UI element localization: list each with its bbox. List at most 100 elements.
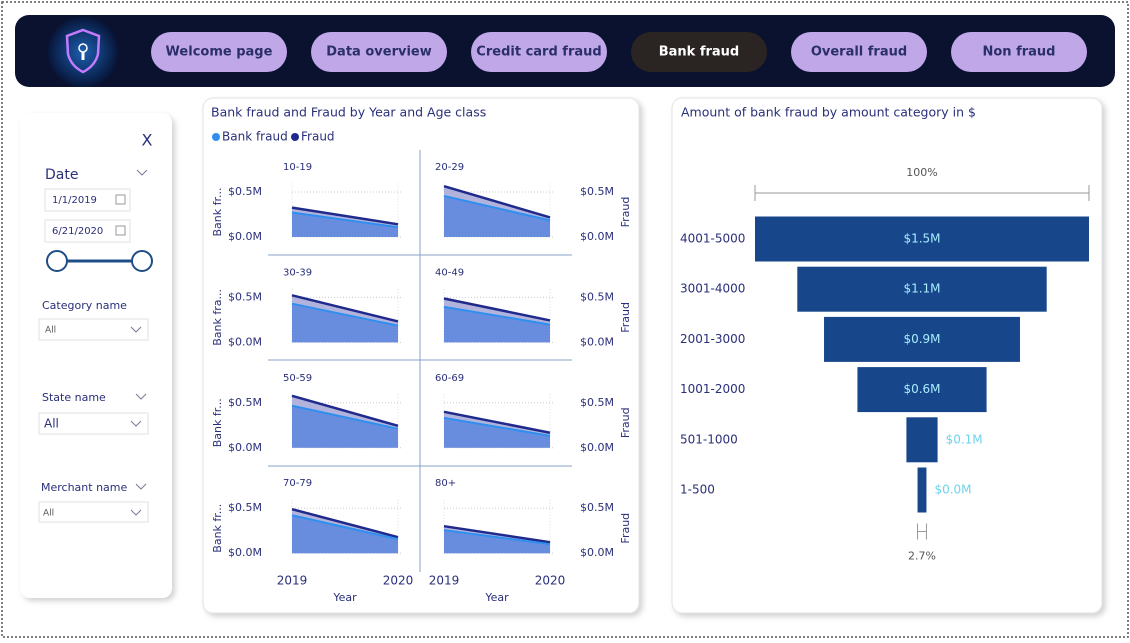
x-axis-title: Year (332, 591, 357, 604)
y-axis-title: Bank fr... (211, 398, 224, 447)
series-line (443, 410, 551, 434)
nav-button-label: Bank fraud (659, 45, 740, 60)
funnel-bottom-label: 2.7% (908, 550, 936, 563)
filter-label: State name (42, 391, 106, 404)
category-label: 4001-5000 (680, 232, 745, 246)
y2-axis-title: Fraud (619, 513, 632, 544)
slider-handle[interactable] (46, 250, 68, 272)
y-tick-label: $0.5M (228, 185, 262, 198)
nav-button[interactable] (471, 32, 607, 72)
panel-title: 20-29 (435, 162, 464, 173)
funnel-bar (824, 316, 1020, 362)
x-tick-label: 2020 (535, 574, 566, 588)
filter-panel (20, 113, 172, 598)
area-fill (444, 195, 550, 237)
dropdown[interactable] (38, 501, 149, 523)
panel-title: 10-19 (283, 162, 312, 173)
value-label: $1.1M (903, 282, 940, 296)
x-tick-label: 2020 (383, 574, 414, 588)
nav-button-label: Data overview (326, 45, 431, 60)
funnel-bar (906, 417, 938, 463)
y-tick-label: $0.5M (228, 501, 262, 514)
area-fill (444, 306, 550, 343)
filter-label: Merchant name (41, 481, 128, 494)
date-end[interactable]: 6/21/2020 (52, 226, 103, 237)
series-line (443, 297, 551, 322)
nav-button[interactable] (951, 32, 1087, 72)
series-line (291, 211, 399, 229)
nav-button[interactable] (631, 32, 767, 72)
funnel-bar (797, 266, 1047, 312)
funnel-bar (917, 467, 927, 513)
legend-marker (212, 133, 220, 141)
value-label: $0.0M (934, 483, 971, 497)
area-fill (292, 303, 398, 343)
legend-marker (291, 133, 299, 141)
area-fill (444, 417, 550, 448)
series-line (291, 294, 399, 323)
series-line (443, 194, 551, 222)
panel-dividers (268, 150, 572, 572)
series-line (443, 305, 551, 326)
y2-tick-label: $0.0M (580, 335, 614, 348)
y-axis-title: Bank fra... (211, 289, 224, 346)
slider-handle[interactable] (131, 250, 153, 272)
area-fill (292, 212, 398, 237)
dropdown[interactable] (38, 318, 149, 341)
chart-title: Amount of bank fraud by amount category … (681, 105, 976, 120)
category-label: 1-500 (680, 483, 715, 497)
value-label: $0.1M (946, 432, 983, 446)
nav-button-label: Welcome page (166, 45, 273, 60)
series-line (443, 524, 551, 544)
filter-value: All (44, 417, 59, 431)
category-label: 2001-3000 (680, 332, 745, 346)
date-start[interactable]: 1/1/2019 (52, 195, 97, 206)
funnel-bracket (754, 185, 1090, 201)
y2-tick-label: $0.0M (580, 230, 614, 243)
y2-tick-label: $0.0M (580, 546, 614, 559)
chart-title: Bank fraud and Fraud by Year and Age cla… (211, 105, 486, 120)
filter-value: All (43, 509, 54, 519)
chart-card (202, 97, 640, 614)
logo (48, 17, 118, 87)
area-fill (292, 405, 398, 448)
legend-label: Fraud (301, 130, 335, 144)
panel-title: 60-69 (435, 373, 464, 384)
y2-axis-title: Fraud (619, 302, 632, 333)
dropdown[interactable] (38, 412, 149, 435)
y-axis-title: Bank fr... (211, 504, 224, 553)
y-tick-label: $0.0M (228, 441, 262, 454)
filter-label: Date (45, 167, 78, 183)
series-line (291, 404, 399, 430)
close-button[interactable]: X (142, 131, 153, 150)
nav-button-label: Non fraud (983, 45, 1056, 60)
y-tick-label: $0.0M (228, 335, 262, 348)
legend-label: Bank fraud (222, 130, 288, 144)
series-line (443, 529, 551, 546)
series-line (291, 514, 399, 541)
series-line (291, 302, 399, 327)
y2-tick-label: $0.5M (580, 290, 614, 303)
value-label: $0.9M (903, 332, 940, 346)
panel-title: 30-39 (283, 267, 312, 278)
panel-title: 80+ (435, 478, 456, 489)
y-tick-label: $0.0M (228, 546, 262, 559)
filter-controls (38, 169, 153, 523)
series-line (291, 507, 399, 539)
nav-button[interactable] (151, 32, 287, 72)
funnel-bracket (917, 523, 927, 540)
x-axis-title: Year (484, 591, 509, 604)
series-line (443, 184, 551, 219)
filter-value: All (45, 326, 56, 336)
series-line (443, 416, 551, 437)
series-line (291, 206, 399, 226)
category-label: 501-1000 (680, 432, 738, 446)
x-tick-label: 2019 (429, 574, 460, 588)
y-axis-title: Bank fr... (211, 187, 224, 236)
category-label: 1001-2000 (680, 382, 745, 396)
nav-button[interactable] (791, 32, 927, 72)
nav-button[interactable] (311, 32, 447, 72)
